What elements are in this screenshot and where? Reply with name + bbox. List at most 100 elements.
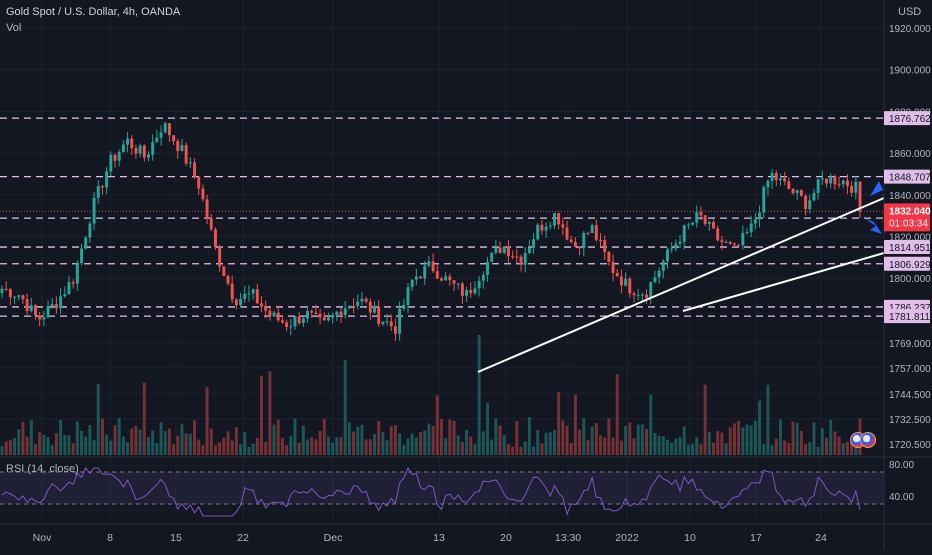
level-price-tag[interactable] — [884, 169, 930, 184]
volume-bar — [268, 371, 272, 455]
volume-bar — [578, 429, 582, 455]
candle-body — [511, 256, 515, 258]
candle-body — [498, 247, 502, 253]
volume-bar — [285, 445, 289, 455]
volume-bar — [88, 425, 92, 455]
candle-body — [515, 256, 519, 258]
candle-body — [573, 242, 577, 247]
candle-body — [808, 200, 812, 210]
candle-body — [707, 221, 711, 224]
volume-bar — [393, 425, 397, 455]
arrow-up-icon[interactable] — [870, 181, 883, 196]
volume-bar — [544, 432, 548, 455]
candle-body — [427, 261, 431, 266]
volume-bar — [176, 435, 180, 455]
volume-bar — [335, 437, 339, 455]
candle-body — [339, 311, 343, 316]
volume-bar — [352, 431, 356, 455]
volume-bar — [326, 436, 330, 455]
candle-body — [858, 181, 862, 212]
volume-bar — [599, 435, 602, 455]
volume-bar — [8, 440, 12, 455]
volume-bar — [172, 444, 176, 455]
volume-bar — [753, 420, 757, 455]
volume-bar — [301, 425, 305, 455]
volume-bar — [25, 436, 29, 455]
rsi-band — [0, 472, 884, 504]
arrow-down-icon[interactable] — [864, 218, 882, 234]
volume-bar — [0, 445, 4, 455]
rsi-indicator-label[interactable]: RSI (14, close) — [6, 463, 79, 475]
candle-body — [343, 308, 347, 316]
level-price-tag[interactable] — [884, 256, 930, 271]
candle-body — [527, 247, 531, 254]
volume-bar — [737, 420, 741, 455]
volume-bar — [360, 424, 364, 455]
candle-body — [84, 237, 88, 249]
candle-body — [381, 321, 385, 324]
volume-bar — [121, 436, 125, 455]
symbol-title[interactable]: Gold Spot / U.S. Dollar, 4h, OANDA — [6, 6, 181, 18]
candle-body — [599, 239, 602, 241]
price-axis-label: 1769.000 — [889, 339, 931, 350]
candle-body — [691, 222, 695, 225]
candle-body — [850, 186, 854, 193]
candle-body — [251, 289, 255, 294]
volume-bar — [188, 433, 192, 455]
volume-bar — [565, 425, 569, 455]
candle-body — [452, 280, 456, 284]
volume-bar — [222, 437, 226, 455]
volume-bar — [465, 429, 469, 455]
volume-bar — [130, 428, 134, 455]
volume-bar — [100, 418, 104, 455]
candle-body — [314, 312, 318, 314]
volume-bar — [486, 403, 489, 455]
volume-bar — [816, 446, 820, 455]
volume-indicator-label[interactable]: Vol — [6, 22, 22, 34]
candle-body — [260, 303, 263, 307]
volume-bar — [569, 443, 573, 455]
time-axis-label: 10 — [684, 532, 696, 544]
volume-bar — [603, 437, 607, 455]
volume-bar — [632, 438, 636, 455]
candle-body — [569, 239, 573, 243]
rsi-line — [1, 466, 861, 517]
candle-body — [109, 154, 113, 172]
price-axis-label: 1920.000 — [889, 24, 931, 35]
volume-bar — [38, 432, 42, 455]
level-price-tag[interactable] — [884, 111, 930, 126]
volume-bar — [456, 435, 460, 455]
candle-body — [553, 213, 556, 226]
candle-body — [29, 305, 33, 312]
volume-bar — [682, 426, 686, 455]
candle-body — [410, 279, 414, 288]
events-flags-icon[interactable] — [850, 432, 882, 448]
volume-bar — [105, 434, 109, 455]
current-price-tag[interactable] — [884, 203, 930, 232]
trendline-lower[interactable] — [477, 197, 885, 373]
candle-body — [213, 229, 217, 247]
volume-bar — [34, 444, 37, 455]
candle-body — [481, 274, 485, 281]
level-price-tag[interactable] — [884, 240, 930, 255]
candle-body — [247, 293, 251, 295]
trendline-upper[interactable] — [682, 252, 885, 312]
volume-bar — [540, 443, 544, 455]
level-price-tag[interactable] — [884, 309, 930, 324]
candle-body — [720, 240, 724, 243]
candle-body — [75, 263, 79, 284]
candle-body — [636, 294, 640, 296]
candle-body — [398, 308, 402, 334]
candle-body — [829, 176, 833, 184]
candle-body — [347, 305, 351, 309]
candle-body — [50, 304, 54, 307]
us-flag-icon-2[interactable] — [860, 432, 876, 448]
volume-bar — [439, 419, 443, 455]
candle-body — [126, 138, 130, 145]
candle-body — [368, 301, 372, 313]
rsi-axis-lower-label: 40.00 — [889, 492, 914, 503]
candle-body — [774, 172, 778, 181]
volume-bar — [289, 435, 293, 455]
